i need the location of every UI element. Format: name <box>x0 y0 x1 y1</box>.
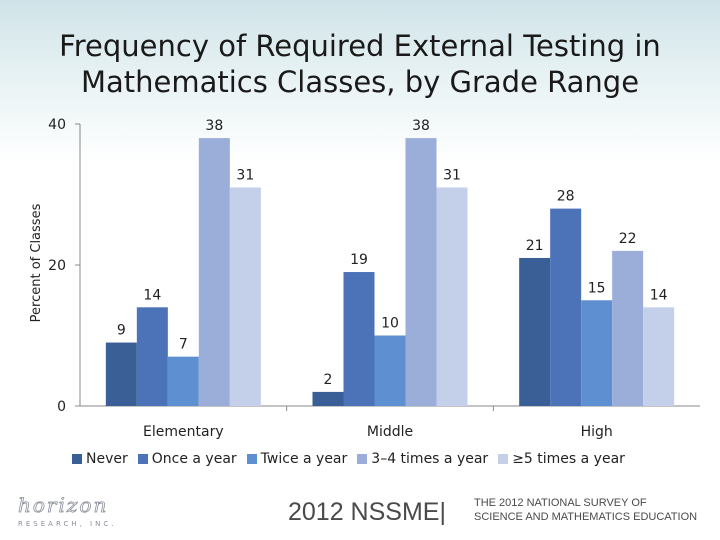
y-tick-label: 20 <box>48 258 66 274</box>
data-label: 38 <box>205 118 223 134</box>
nssme-subtitle: THE 2012 NATIONAL SURVEY OF SCIENCE AND … <box>474 496 697 524</box>
bar <box>229 187 261 406</box>
data-label: 38 <box>412 118 430 134</box>
bar <box>105 342 137 406</box>
legend-label: ≥5 times a year <box>512 451 625 467</box>
y-axis-label: Percent of Classes <box>29 203 44 322</box>
data-label: 31 <box>236 167 254 183</box>
data-label: 28 <box>557 189 575 205</box>
bar <box>312 391 344 406</box>
legend-item: 3–4 times a year <box>357 451 488 467</box>
data-label: 21 <box>526 238 544 254</box>
chart-title-line-2: Mathematics Classes, by Grade Range <box>80 65 640 99</box>
bar <box>198 138 230 406</box>
category-label: Middle <box>367 424 413 440</box>
bar <box>612 250 644 406</box>
y-tick-label: 40 <box>48 117 66 133</box>
nssme-brand: 2012 NSSME| <box>288 498 446 526</box>
legend-swatch <box>72 454 82 464</box>
category-label: Elementary <box>143 424 224 440</box>
bar <box>519 257 551 406</box>
legend-item: Never <box>72 451 128 467</box>
bar-chart: 0 20 40 Percent of Classes 9 14 7 38 31 Elementar… <box>29 117 700 440</box>
bar <box>436 187 468 406</box>
bar <box>643 307 675 406</box>
data-label: 14 <box>143 287 161 303</box>
data-label: 7 <box>179 337 188 353</box>
y-tick-label: 0 <box>57 399 66 415</box>
bar <box>343 272 375 406</box>
legend-swatch <box>498 454 509 464</box>
legend-item: ≥5 times a year <box>498 451 625 467</box>
legend-swatch <box>357 454 368 464</box>
chart-legend: Never Once a year Twice a year 3–4 times a … <box>72 451 625 467</box>
logo-wordmark: horizon <box>18 493 108 517</box>
data-label: 9 <box>117 323 126 339</box>
legend-item: Twice a year <box>246 451 348 467</box>
legend-swatch <box>137 454 148 464</box>
data-label: 10 <box>381 316 399 332</box>
chart-title: Frequency of Required External Testing i… <box>0 28 720 100</box>
legend-item: Once a year <box>137 451 237 467</box>
legend-label: Never <box>86 451 128 467</box>
data-label: 19 <box>350 252 368 268</box>
horizon-research-logo: horizon RESEARCH, INC. <box>18 493 116 528</box>
data-label: 31 <box>443 167 461 183</box>
legend-label: 3–4 times a year <box>371 451 489 467</box>
nssme-subtitle-line-1: THE 2012 NATIONAL SURVEY OF <box>474 497 647 509</box>
bar <box>581 300 613 406</box>
logo-subtext: RESEARCH, INC. <box>18 520 116 528</box>
bar <box>405 138 437 406</box>
data-label: 22 <box>619 231 637 247</box>
chart-title-line-1: Frequency of Required External Testing i… <box>59 29 661 63</box>
data-label: 2 <box>324 372 333 388</box>
legend-label: Once a year <box>151 451 237 467</box>
data-label: 15 <box>588 280 606 296</box>
category-label: High <box>581 424 613 440</box>
data-label: 14 <box>650 287 668 303</box>
legend-label: Twice a year <box>260 451 348 467</box>
bar <box>136 307 168 406</box>
nssme-subtitle-line-2: SCIENCE AND MATHEMATICS EDUCATION <box>474 511 698 523</box>
bar <box>550 208 582 406</box>
legend-swatch <box>246 454 257 464</box>
bar <box>374 335 406 406</box>
bar <box>167 356 199 406</box>
